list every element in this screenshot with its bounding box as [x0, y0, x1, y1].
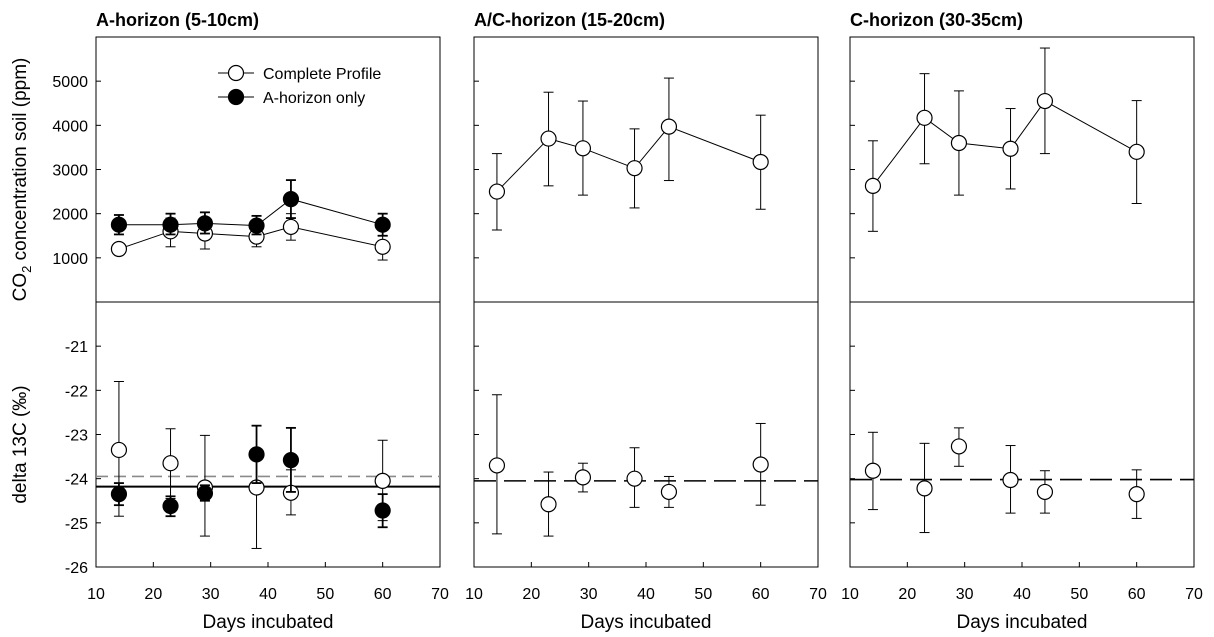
panel-title: A/C-horizon (15-20cm): [474, 10, 665, 30]
y-tick-label: -25: [65, 516, 88, 533]
data-point-open: [951, 136, 966, 151]
x-axis-label: Days incubated: [581, 612, 712, 633]
data-point-open: [865, 178, 880, 193]
data-point-open: [1037, 484, 1052, 499]
x-tick-label: 10: [841, 586, 859, 603]
panel-title: C-horizon (30-35cm): [850, 10, 1023, 30]
data-point-open: [575, 141, 590, 156]
data-point-filled: [197, 216, 212, 231]
data-point-open: [627, 161, 642, 176]
data-point-filled: [111, 217, 126, 232]
data-point-filled: [163, 499, 178, 514]
legend-marker: [229, 90, 244, 105]
x-tick-label: 20: [522, 586, 540, 603]
x-tick-label: 60: [752, 586, 770, 603]
series-line: [497, 127, 761, 192]
data-point-open: [1129, 144, 1144, 159]
y-tick-label: 3000: [52, 163, 88, 180]
x-tick-label: 50: [316, 586, 334, 603]
data-point-open: [375, 239, 390, 254]
data-point-open: [375, 473, 390, 488]
data-point-open: [1003, 141, 1018, 156]
data-point-open: [1037, 94, 1052, 109]
data-point-open: [1129, 487, 1144, 502]
x-tick-label: 10: [465, 586, 483, 603]
y-tick-label: -26: [65, 560, 88, 577]
data-point-open: [541, 497, 556, 512]
data-point-filled: [375, 503, 390, 518]
panel-title: A-horizon (5-10cm): [96, 10, 259, 30]
legend-label: Complete Profile: [263, 66, 381, 83]
data-point-open: [661, 119, 676, 134]
data-point-open: [1003, 472, 1018, 487]
y-tick-label: 5000: [52, 74, 88, 91]
data-point-filled: [283, 453, 298, 468]
x-tick-label: 50: [1070, 586, 1088, 603]
x-tick-label: 40: [1013, 586, 1031, 603]
x-tick-label: 40: [637, 586, 655, 603]
data-point-open: [111, 242, 126, 257]
data-point-open: [575, 470, 590, 485]
data-point-filled: [283, 192, 298, 207]
data-point-open: [111, 442, 126, 457]
data-point-open: [753, 457, 768, 472]
legend-marker: [229, 66, 244, 81]
data-point-filled: [375, 217, 390, 232]
x-tick-label: 30: [956, 586, 974, 603]
x-tick-label: 40: [259, 586, 277, 603]
data-point-open: [951, 439, 966, 454]
y-axis-label-co2: CO2 concentration soil (ppm): [10, 58, 34, 302]
y-tick-label: 2000: [52, 207, 88, 224]
x-tick-label: 60: [1128, 586, 1146, 603]
x-tick-label: 50: [694, 586, 712, 603]
data-point-open: [627, 471, 642, 486]
x-tick-label: 30: [580, 586, 598, 603]
data-point-open: [661, 484, 676, 499]
x-tick-label: 70: [431, 586, 449, 603]
y-axis-label-delta13c: delta 13C (‰): [10, 385, 31, 503]
data-point-open: [753, 154, 768, 169]
data-point-filled: [197, 486, 212, 501]
x-tick-label: 70: [1185, 586, 1203, 603]
data-point-open: [283, 219, 298, 234]
y-tick-label: -23: [65, 428, 88, 445]
x-tick-label: 10: [87, 586, 105, 603]
data-point-open: [917, 110, 932, 125]
x-tick-label: 20: [144, 586, 162, 603]
data-point-open: [163, 456, 178, 471]
data-point-open: [489, 184, 504, 199]
x-tick-label: 20: [898, 586, 916, 603]
y-tick-label: 1000: [52, 251, 88, 268]
x-tick-label: 30: [202, 586, 220, 603]
x-tick-label: 70: [809, 586, 827, 603]
legend-label: A-horizon only: [263, 90, 365, 107]
data-point-open: [541, 131, 556, 146]
data-point-open: [917, 481, 932, 496]
data-point-filled: [163, 217, 178, 232]
x-tick-label: 60: [374, 586, 392, 603]
y-tick-label: -24: [65, 472, 88, 489]
y-tick-label: 4000: [52, 118, 88, 135]
y-tick-label: -21: [65, 339, 88, 356]
x-axis-label: Days incubated: [957, 612, 1088, 633]
x-axis-label: Days incubated: [203, 612, 334, 633]
data-point-filled: [249, 447, 264, 462]
data-point-open: [865, 463, 880, 478]
data-point-filled: [111, 487, 126, 502]
data-point-filled: [249, 218, 264, 233]
data-point-open: [489, 458, 504, 473]
y-tick-label: -22: [65, 383, 88, 400]
